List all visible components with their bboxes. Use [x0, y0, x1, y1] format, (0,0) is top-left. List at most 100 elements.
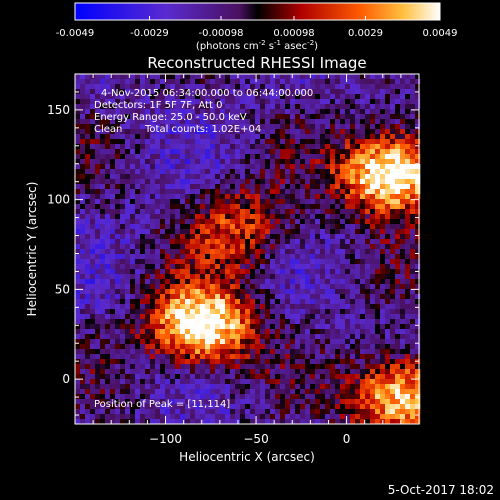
heatmap-cell — [345, 329, 351, 335]
heatmap-cell — [175, 119, 181, 125]
heatmap-cell — [125, 129, 131, 135]
heatmap-cell — [160, 309, 166, 315]
heatmap-cell — [210, 99, 216, 105]
heatmap-cell — [395, 409, 401, 415]
heatmap-cell — [415, 324, 421, 330]
heatmap-cell — [265, 164, 271, 170]
heatmap-cell — [130, 409, 136, 415]
heatmap-cell — [115, 204, 121, 210]
heatmap-cell — [245, 304, 251, 310]
heatmap-cell — [275, 314, 281, 320]
heatmap-cell — [155, 294, 161, 300]
heatmap-cell — [255, 109, 261, 115]
heatmap-cell — [290, 94, 296, 100]
heatmap-cell — [360, 354, 366, 360]
heatmap-cell — [270, 419, 276, 425]
heatmap-cell — [305, 324, 311, 330]
heatmap-cell — [225, 269, 231, 275]
heatmap-cell — [160, 414, 166, 420]
heatmap-cell — [375, 204, 381, 210]
heatmap-cell — [235, 264, 241, 270]
heatmap-cell — [240, 404, 246, 410]
heatmap-cell — [225, 144, 231, 150]
heatmap-cell — [200, 414, 206, 420]
heatmap-cell — [105, 99, 111, 105]
heatmap-cell — [185, 234, 191, 240]
heatmap-cell — [140, 79, 146, 85]
heatmap-cell — [370, 259, 376, 265]
heatmap-cell — [250, 84, 256, 90]
heatmap-cell — [105, 104, 111, 110]
heatmap-cell — [355, 409, 361, 415]
heatmap-cell — [220, 189, 226, 195]
heatmap-cell — [165, 149, 171, 155]
heatmap-cell — [355, 194, 361, 200]
heatmap-cell — [315, 214, 321, 220]
heatmap-cell — [190, 369, 196, 375]
heatmap-cell — [305, 199, 311, 205]
heatmap-cell — [235, 174, 241, 180]
heatmap-cell — [190, 279, 196, 285]
heatmap-cell — [220, 199, 226, 205]
heatmap-cell — [155, 359, 161, 365]
heatmap-cell — [415, 219, 421, 225]
heatmap-cell — [195, 294, 201, 300]
heatmap-cell — [150, 279, 156, 285]
heatmap-cell — [90, 389, 96, 395]
heatmap-cell — [110, 319, 116, 325]
heatmap-cell — [265, 159, 271, 165]
heatmap-cell — [240, 209, 246, 215]
heatmap-cell — [305, 174, 311, 180]
heatmap-cell — [390, 209, 396, 215]
heatmap-cell — [255, 384, 261, 390]
heatmap-cell — [305, 294, 311, 300]
heatmap-cell — [90, 219, 96, 225]
heatmap-cell — [320, 344, 326, 350]
heatmap-cell — [385, 129, 391, 135]
heatmap-cell — [240, 114, 246, 120]
heatmap-cell — [380, 364, 386, 370]
heatmap-cell — [140, 359, 146, 365]
heatmap-cell — [205, 159, 211, 165]
heatmap-cell — [190, 89, 196, 95]
heatmap-cell — [365, 184, 371, 190]
heatmap-cell — [145, 404, 151, 410]
heatmap-cell — [140, 409, 146, 415]
heatmap-cell — [410, 349, 416, 355]
heatmap-cell — [115, 79, 121, 85]
heatmap-cell — [280, 414, 286, 420]
heatmap-cell — [155, 244, 161, 250]
heatmap-cell — [130, 284, 136, 290]
heatmap-cell — [95, 274, 101, 280]
heatmap-cell — [265, 284, 271, 290]
heatmap-cell — [210, 229, 216, 235]
heatmap-cell — [290, 344, 296, 350]
heatmap-cell — [150, 244, 156, 250]
heatmap-cell — [280, 104, 286, 110]
heatmap-cell — [305, 269, 311, 275]
heatmap-cell — [125, 374, 131, 380]
heatmap-cell — [95, 289, 101, 295]
heatmap-cell — [85, 414, 91, 420]
heatmap-cell — [145, 249, 151, 255]
heatmap-cell — [400, 134, 406, 140]
heatmap-cell — [310, 209, 316, 215]
heatmap-cell — [165, 194, 171, 200]
heatmap-cell — [120, 224, 126, 230]
heatmap-cell — [130, 79, 136, 85]
heatmap-cell — [170, 309, 176, 315]
heatmap-cell — [195, 109, 201, 115]
heatmap-cell — [390, 274, 396, 280]
heatmap-cell — [140, 319, 146, 325]
heatmap-cell — [75, 259, 81, 265]
heatmap-cell — [355, 74, 361, 80]
heatmap-cell — [335, 254, 341, 260]
heatmap-cell — [285, 84, 291, 90]
heatmap-cell — [315, 299, 321, 305]
heatmap-cell — [155, 239, 161, 245]
heatmap-cell — [160, 349, 166, 355]
heatmap-cell — [345, 84, 351, 90]
heatmap-cell — [315, 279, 321, 285]
heatmap-cell — [110, 74, 116, 80]
heatmap-cell — [350, 154, 356, 160]
